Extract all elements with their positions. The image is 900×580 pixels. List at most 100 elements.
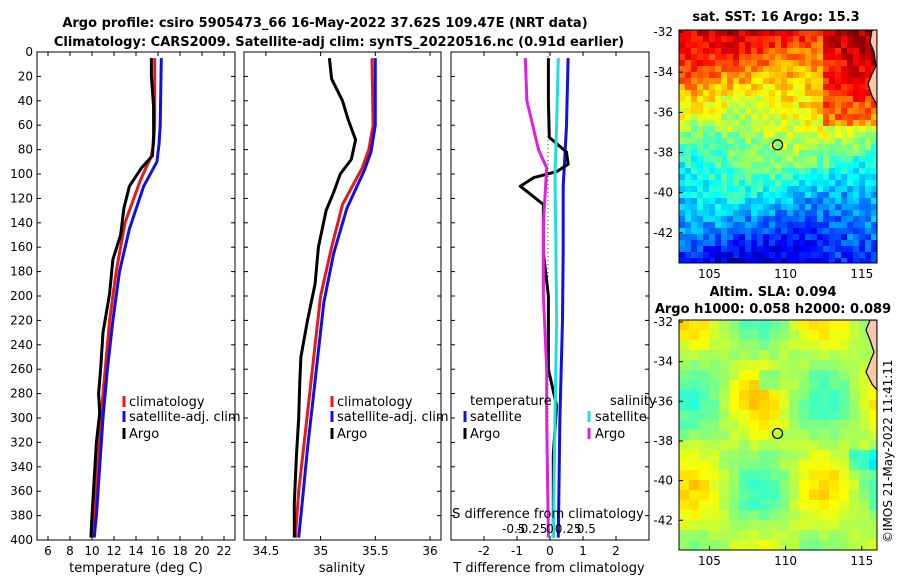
map-cell [787,42,794,49]
map-cell [819,350,830,361]
map-cell [727,246,734,253]
map-cell [859,108,866,115]
map-cell [787,258,794,263]
map-cell [839,340,850,351]
map-cell [733,234,740,241]
map-cell [715,144,722,151]
map-cell [781,180,788,187]
map-cell [829,460,840,471]
map-cell [787,150,794,157]
map-cell [869,400,877,411]
ytick-label: 100 [10,167,33,181]
map-cell [769,340,780,351]
map-cell [763,222,770,229]
map-cell [685,156,692,163]
map-cell [787,252,794,259]
map-cell [685,150,692,157]
map-cell [847,60,854,67]
map-cell [685,72,692,79]
map-cell [689,530,700,541]
map-cell [809,490,820,501]
map-cell [793,78,800,85]
map-cell [679,144,686,151]
map-cell [759,510,770,521]
map-cell [691,216,698,223]
map-cell [699,340,710,351]
map-cell [787,204,794,211]
map-cell [739,30,746,37]
map-cell [841,42,848,49]
map-cell [689,370,700,381]
map-cell [685,162,692,169]
map-cell [865,222,872,229]
map-cell [859,96,866,103]
map-cell [739,60,746,67]
xtick-label: 110 [774,267,797,281]
map-cell [859,78,866,85]
map-cell [749,390,760,401]
map-cell [835,228,842,235]
map-cell [793,186,800,193]
map-cell [697,198,704,205]
map-cell [811,240,818,247]
map-cell [679,320,690,331]
map-cell [839,520,850,531]
map-cell [709,440,720,451]
legend-satellite-adj: satellite-adj. clim [337,410,449,425]
map-cell [817,72,824,79]
map-cell [775,42,782,49]
map-cell [751,234,758,241]
map-cell [811,96,818,103]
map-cell [739,66,746,73]
map-cell [789,480,800,491]
map-cell [739,162,746,169]
map-cell [859,252,866,259]
map-cell [739,216,746,223]
map-cell [859,216,866,223]
map-cell [811,138,818,145]
map-cell [759,350,770,361]
map-cell [793,54,800,61]
map-cell [819,480,830,491]
map-cell [789,490,800,501]
map-cell [757,180,764,187]
map-cell [849,330,860,341]
map-cell [709,186,716,193]
map-cell [727,180,734,187]
map-cell [679,450,690,461]
series-argo [292,57,358,538]
map-cell [811,132,818,139]
map-cell [859,400,870,411]
map-cell [727,162,734,169]
map-cell [823,162,830,169]
map-cell [823,54,830,61]
map-cell [841,108,848,115]
map-cell [829,420,840,431]
map-cell [805,36,812,43]
map-cell [703,132,710,139]
map-cell [793,150,800,157]
map-cell [781,30,788,37]
map-cell [847,132,854,139]
map-cell [793,90,800,97]
map-cell [697,48,704,55]
temperature-legend: climatology satellite-adj. clim Argo [122,395,241,442]
map-cell [703,96,710,103]
sla-title-1: Altim. SLA: 0.094 [710,285,837,300]
map-cell [819,390,830,401]
map-cell [809,420,820,431]
map-cell [749,410,760,421]
map-cell [829,48,836,55]
map-cell [727,132,734,139]
map-cell [781,138,788,145]
map-cell [727,198,734,205]
legend-t-argo: Argo [470,427,500,442]
map-cell [829,204,836,211]
map-cell [709,490,720,501]
map-cell [869,430,877,441]
ytick-label: 400 [10,533,33,547]
map-cell [823,48,830,55]
map-cell [703,210,710,217]
map-cell [859,114,866,121]
map-cell [823,144,830,151]
